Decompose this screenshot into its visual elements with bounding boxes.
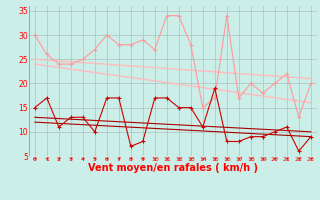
X-axis label: Vent moyen/en rafales ( km/h ): Vent moyen/en rafales ( km/h ) xyxy=(88,163,258,173)
